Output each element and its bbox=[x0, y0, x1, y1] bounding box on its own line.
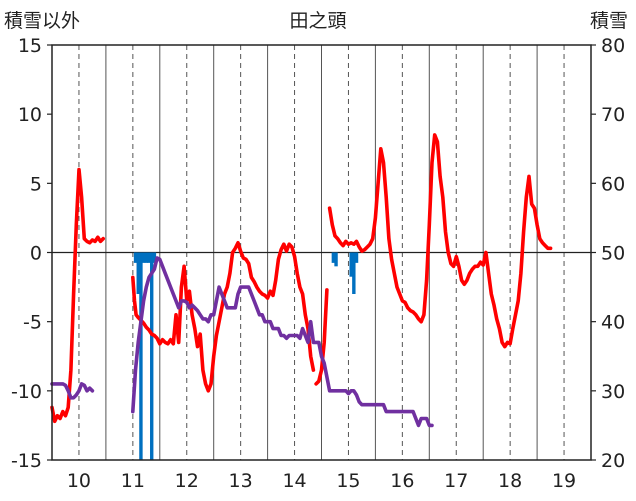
x-tick-label: 17 bbox=[444, 470, 468, 492]
y-right-tick-label: 50 bbox=[601, 243, 625, 265]
snow-bar bbox=[150, 252, 154, 460]
snow-bar bbox=[152, 252, 157, 263]
y-right-tick-label: 60 bbox=[601, 173, 625, 195]
x-tick-label: 16 bbox=[390, 470, 414, 492]
series-red-segment bbox=[131, 241, 316, 393]
y-right-tick-label: 70 bbox=[601, 104, 625, 126]
series-red-segment bbox=[327, 133, 553, 349]
x-tick-label: 14 bbox=[282, 470, 306, 492]
snow-bar bbox=[349, 252, 353, 277]
y-axis-left-label: 積雪以外 bbox=[4, 10, 80, 32]
snow-bar bbox=[331, 252, 336, 263]
x-tick-label: 10 bbox=[67, 470, 91, 492]
snow-bar bbox=[147, 252, 151, 263]
chart-title: 田之頭 bbox=[289, 10, 346, 32]
snow-bar bbox=[352, 252, 356, 294]
y-right-tick-label: 80 bbox=[601, 35, 625, 57]
snow-bar bbox=[144, 252, 149, 263]
snow-bar bbox=[354, 252, 359, 263]
x-tick-label: 19 bbox=[552, 470, 576, 492]
axes bbox=[47, 44, 596, 461]
x-tick-label: 13 bbox=[229, 470, 253, 492]
x-tick-label: 11 bbox=[121, 470, 145, 492]
snow-bars bbox=[133, 252, 359, 460]
snow-bar bbox=[141, 252, 146, 263]
y-axis-right-label: 積雪 bbox=[590, 10, 628, 32]
y-left-tick-label: -5 bbox=[23, 312, 42, 334]
snow-bar bbox=[133, 252, 138, 263]
snow-bar bbox=[334, 252, 338, 267]
y-right-tick-label: 40 bbox=[601, 312, 625, 334]
series-purple-segment bbox=[131, 256, 434, 428]
snow-bar bbox=[136, 252, 140, 294]
x-tick-label: 15 bbox=[336, 470, 360, 492]
series-lines bbox=[50, 133, 553, 428]
y-left-tick-label: 0 bbox=[30, 243, 42, 265]
y-left-tick-label: 15 bbox=[18, 35, 42, 57]
series-red-segment bbox=[314, 288, 329, 386]
y-left-tick-label: -10 bbox=[11, 381, 42, 403]
x-tick-label: 18 bbox=[498, 470, 522, 492]
series-red-segment bbox=[50, 167, 105, 424]
snow-bar bbox=[139, 252, 143, 460]
y-left-tick-label: 10 bbox=[18, 104, 42, 126]
y-right-tick-label: 30 bbox=[601, 381, 625, 403]
y-left-tick-label: 5 bbox=[30, 173, 42, 195]
series-purple-segment bbox=[50, 382, 95, 400]
y-right-tick-label: 20 bbox=[601, 450, 625, 472]
x-tick-label: 12 bbox=[175, 470, 199, 492]
y-left-tick-label: -15 bbox=[11, 450, 42, 472]
